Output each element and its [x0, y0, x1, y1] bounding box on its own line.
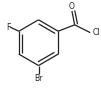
Text: Br: Br [34, 74, 43, 83]
Text: F: F [6, 23, 10, 32]
Text: Cl: Cl [93, 28, 100, 37]
Text: O: O [69, 2, 75, 11]
